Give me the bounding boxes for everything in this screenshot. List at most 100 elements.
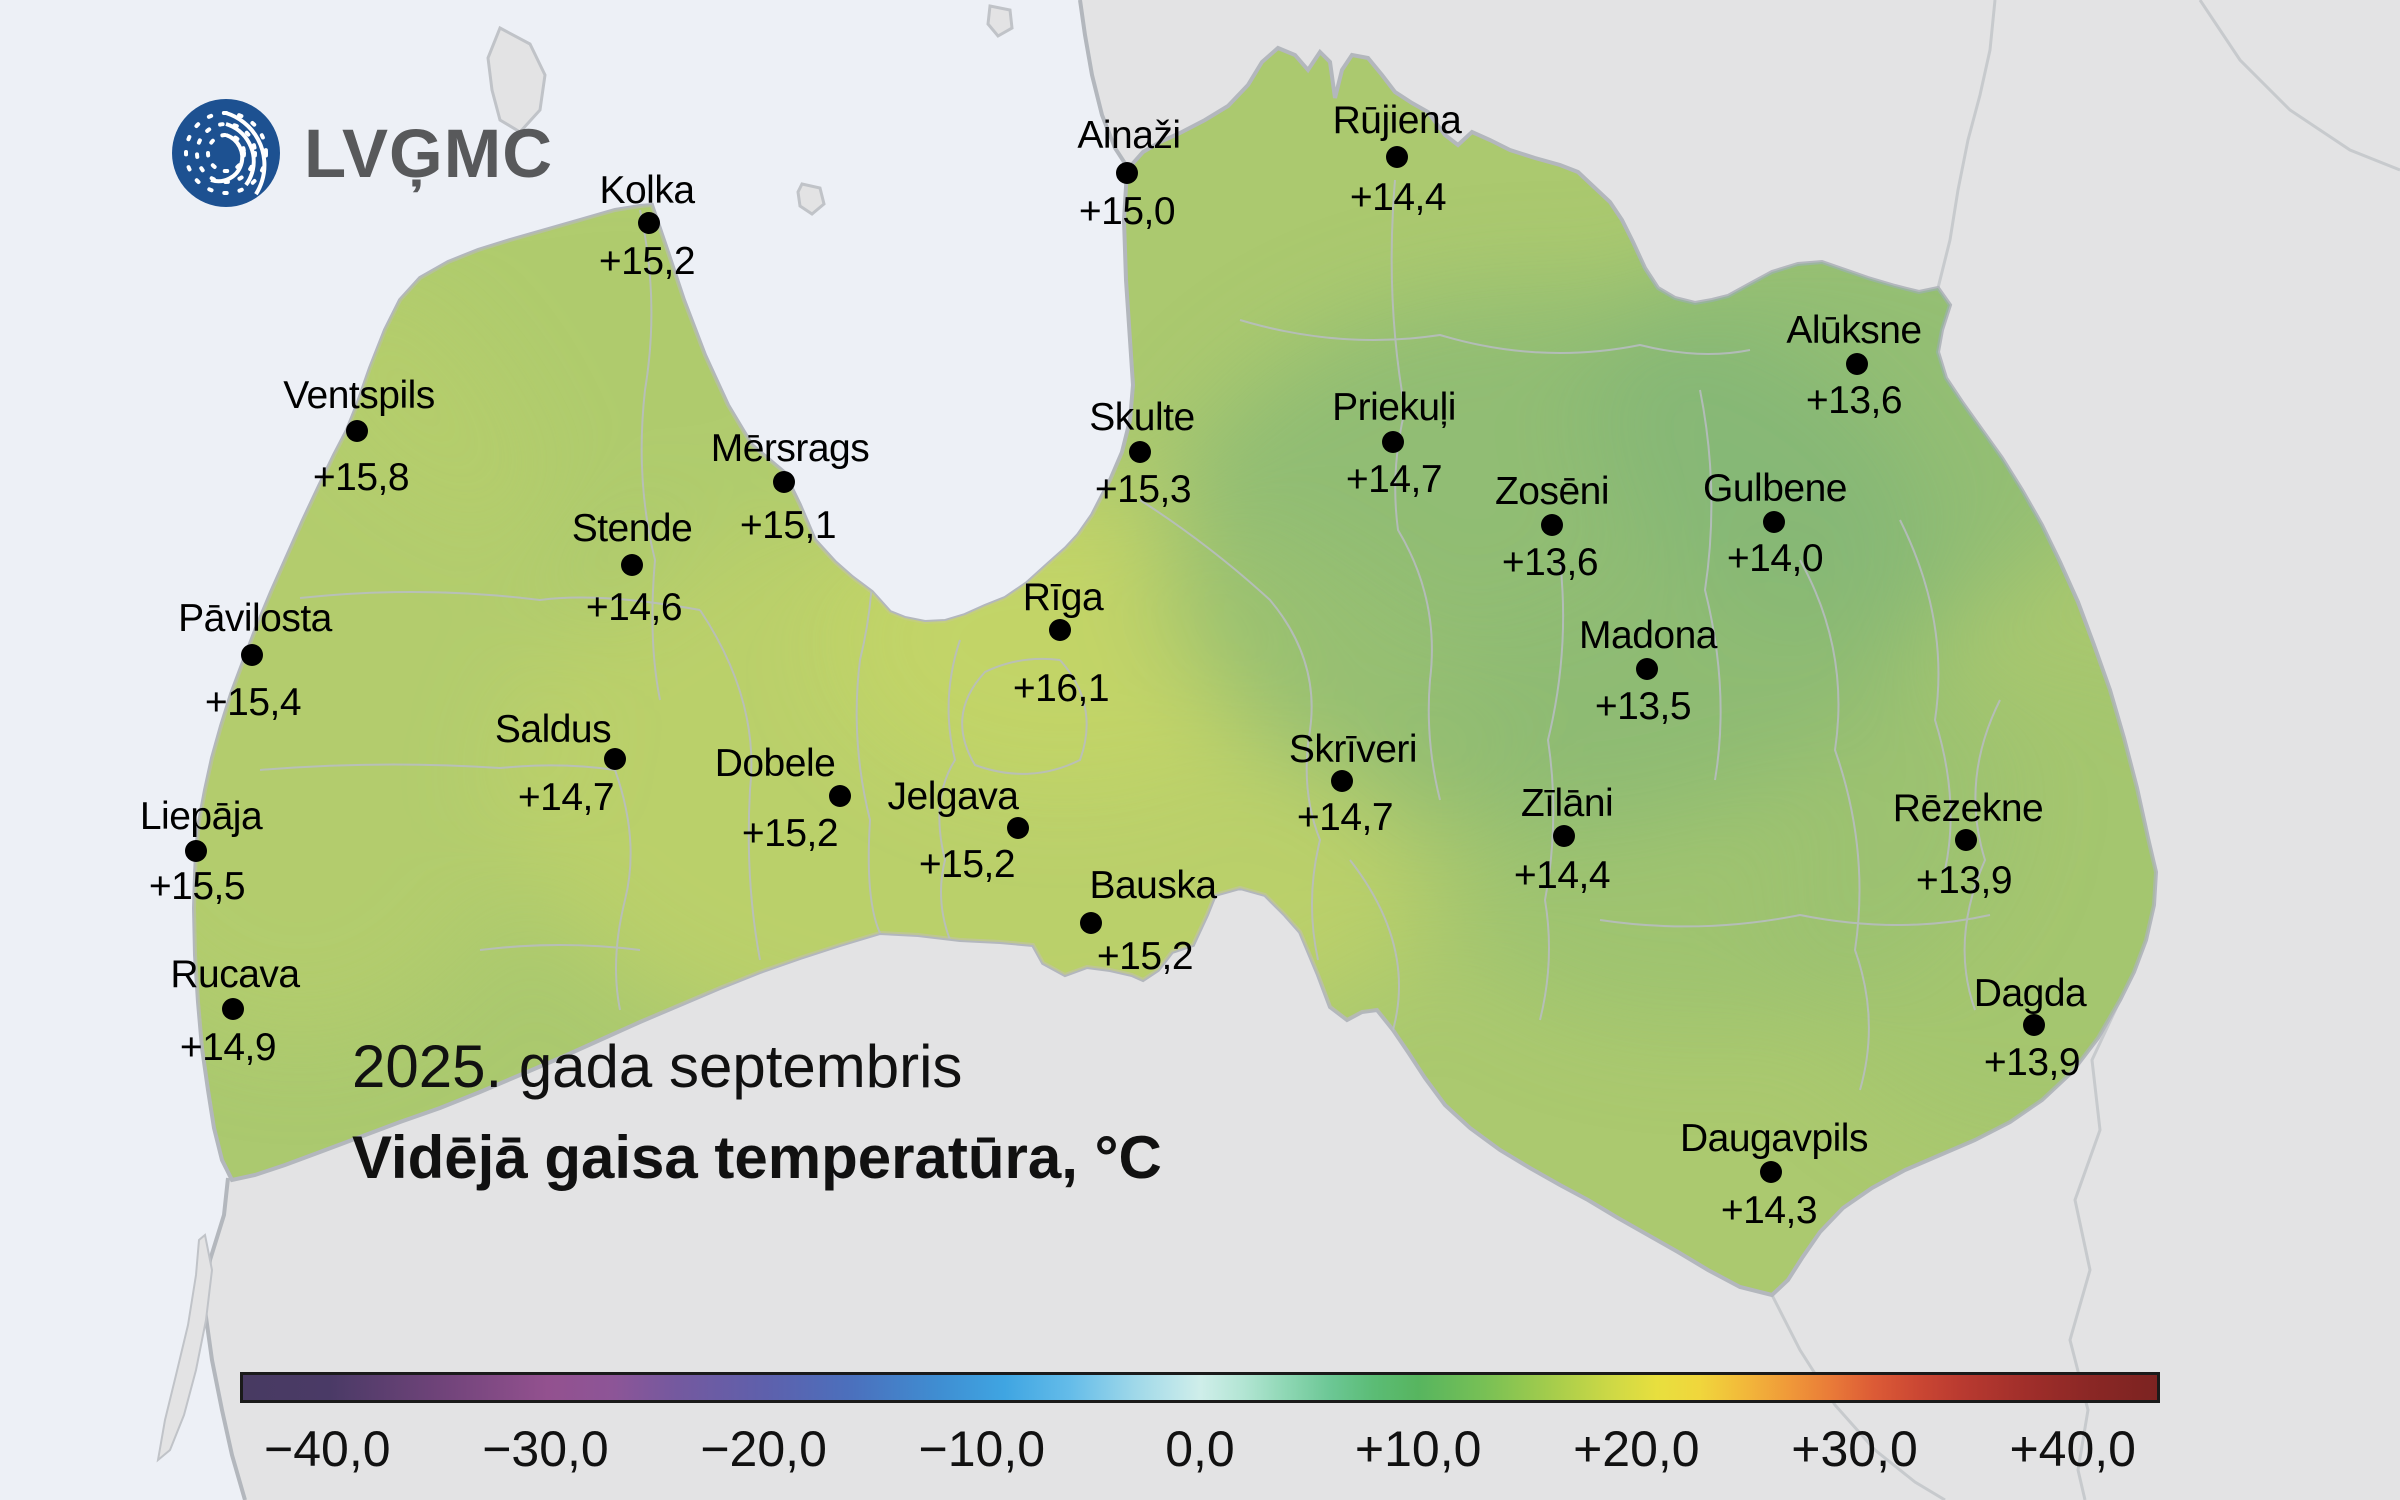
station-marker: Rucava +14,9 <box>170 953 301 1069</box>
station-marker: Ventspils +15,8 <box>283 374 435 499</box>
station-marker: Kolka +15,2 <box>599 169 696 283</box>
title-block: 2025. gada septembris Vidējā gaisa tempe… <box>352 1032 1162 1192</box>
station-value-label: +15,3 <box>1095 468 1191 511</box>
station-dot <box>1049 619 1071 641</box>
station-dot <box>1955 829 1977 851</box>
station-name-label: Jelgava <box>888 775 1020 818</box>
station-value-label: +14,7 <box>1346 458 1442 501</box>
station-marker: Madona +13,5 <box>1579 614 1718 728</box>
station-dot <box>1760 1161 1782 1183</box>
station-marker: Zīlāni +14,4 <box>1514 782 1614 897</box>
station-marker: Bauska +15,2 <box>1080 864 1218 978</box>
station-dot <box>222 998 244 1020</box>
station-value-label: +14,7 <box>518 776 614 819</box>
station-name-label: Zīlāni <box>1521 782 1613 825</box>
colorbar-tick-label: +20,0 <box>1573 1421 1700 1477</box>
station-value-label: +15,4 <box>205 681 301 724</box>
station-marker: Rīga +16,1 <box>1013 576 1110 710</box>
station-dot <box>2023 1014 2045 1036</box>
station-dot <box>1636 658 1658 680</box>
station-value-label: +16,1 <box>1013 667 1109 710</box>
colorbar-tick-label: 0,0 <box>1165 1421 1235 1477</box>
station-name-label: Rūjiena <box>1333 99 1463 142</box>
logo-wordmark: LVĢMC <box>304 114 554 192</box>
station-marker: Ainaži +15,0 <box>1077 114 1181 233</box>
station-name-label: Ainaži <box>1077 114 1180 157</box>
station-value-label: +14,7 <box>1297 796 1393 839</box>
station-value-label: +13,9 <box>1916 859 2012 902</box>
station-name-label: Dagda <box>1974 972 2087 1015</box>
municipal-boundaries <box>259 179 2001 1151</box>
station-marker: Gulbene +14,0 <box>1703 467 1847 580</box>
station-name-label: Rīga <box>1023 576 1104 619</box>
station-marker: Liepāja +15,5 <box>140 795 264 908</box>
station-dot <box>1331 770 1353 792</box>
station-marker: Skrīveri +14,7 <box>1289 728 1418 839</box>
colorbar-tick-label: −40,0 <box>264 1421 391 1477</box>
station-value-label: +13,6 <box>1806 379 1902 422</box>
station-name-label: Kolka <box>599 169 695 212</box>
station-name-label: Ventspils <box>283 374 435 417</box>
colorbar-tick-label: +30,0 <box>1791 1421 1918 1477</box>
coastal-spit <box>156 1233 214 1463</box>
colorbar-tick-label: −20,0 <box>700 1421 827 1477</box>
lvgmc-logo-icon <box>172 99 280 209</box>
station-name-label: Skulte <box>1089 396 1194 439</box>
station-name-label: Skrīveri <box>1289 728 1417 771</box>
colorbar-tick-label: −10,0 <box>918 1421 1046 1477</box>
station-marker: Dobele +15,2 <box>715 742 851 855</box>
station-dot <box>638 212 660 234</box>
stations-layer: Kolka +15,2 Ainaži +15,0 Rūjiena +14,4 Ventspi… <box>140 99 2088 1232</box>
station-dot <box>1763 511 1785 533</box>
station-name-label: Bauska <box>1089 864 1217 907</box>
station-dot <box>1129 441 1151 463</box>
station-value-label: +14,3 <box>1721 1189 1817 1232</box>
station-marker: Rūjiena +14,4 <box>1333 99 1463 219</box>
station-dot <box>1386 146 1408 168</box>
baltic-sea <box>0 0 1133 1500</box>
station-name-label: Zosēni <box>1495 470 1609 513</box>
colorbar-tick-label: −30,0 <box>482 1421 609 1477</box>
station-marker: Rēzekne +13,9 <box>1893 787 2044 902</box>
station-dot <box>1007 817 1029 839</box>
station-value-label: +14,4 <box>1514 854 1610 897</box>
colorbar-tick-label: +40,0 <box>2009 1421 2136 1477</box>
station-marker: Mērsrags +15,1 <box>711 427 870 547</box>
map-subtitle: 2025. gada septembris <box>352 1033 963 1100</box>
estonia-coastline <box>1078 0 1130 170</box>
station-name-label: Gulbene <box>1703 467 1847 510</box>
station-name-label: Rucava <box>170 953 300 996</box>
station-name-label: Dobele <box>715 742 836 785</box>
station-value-label: +15,2 <box>599 240 695 283</box>
ruhnu-island <box>796 182 826 216</box>
station-name-label: Madona <box>1579 614 1718 657</box>
station-name-label: Stende <box>572 507 693 550</box>
station-marker: Skulte +15,3 <box>1089 396 1195 511</box>
station-dot <box>1116 162 1138 184</box>
station-name-label: Priekuļi <box>1332 386 1456 429</box>
station-name-label: Pāvilosta <box>178 597 333 640</box>
station-dot <box>621 554 643 576</box>
lvgmc-logo: LVĢMC <box>170 83 650 223</box>
station-dot <box>1080 912 1102 934</box>
station-dot <box>773 471 795 493</box>
foreign-boundaries <box>1770 0 2400 1500</box>
station-value-label: +15,5 <box>149 865 245 908</box>
lithuania-coastline <box>202 1177 247 1500</box>
station-dot <box>185 840 207 862</box>
kihnu-island <box>986 4 1014 38</box>
station-value-label: +15,2 <box>742 812 838 855</box>
station-value-label: +13,9 <box>1984 1041 2080 1084</box>
station-name-label: Liepāja <box>140 795 263 838</box>
station-name-label: Mērsrags <box>711 427 870 470</box>
station-marker: Priekuļi +14,7 <box>1332 386 1456 501</box>
station-dot <box>1846 353 1868 375</box>
station-name-label: Daugavpils <box>1680 1117 1868 1160</box>
station-name-label: Saldus <box>495 708 611 751</box>
temperature-colorbar <box>240 1372 2160 1403</box>
station-marker: Zosēni +13,6 <box>1495 470 1610 584</box>
station-dot <box>1382 431 1404 453</box>
colorbar-tick-label: +10,0 <box>1354 1421 1482 1477</box>
station-name-label: Rēzekne <box>1893 787 2043 830</box>
